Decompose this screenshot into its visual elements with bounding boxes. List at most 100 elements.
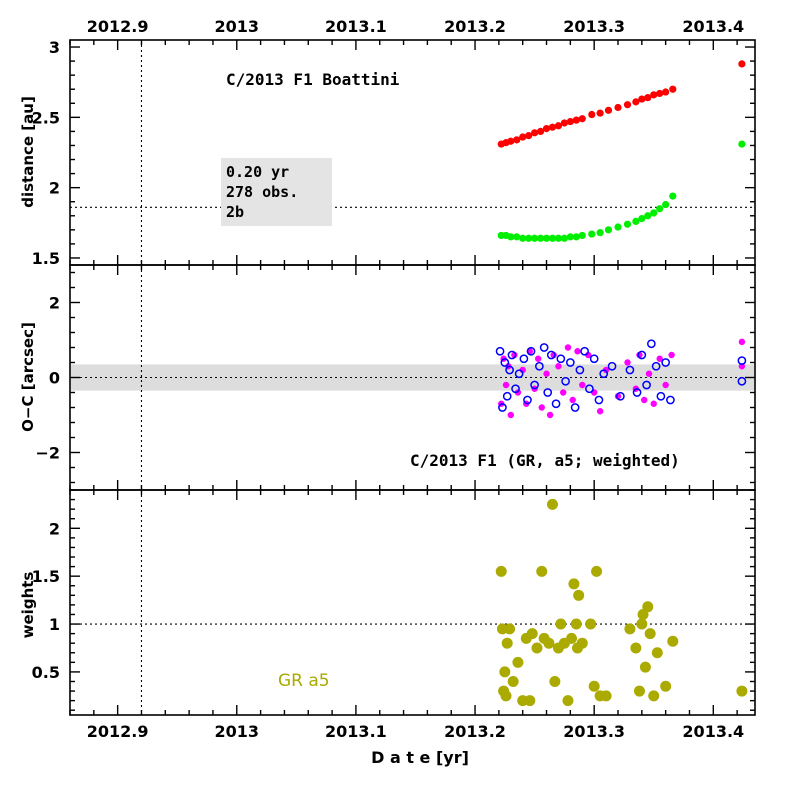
data-point	[596, 109, 604, 117]
data-point	[632, 388, 642, 397]
data-point	[633, 685, 645, 697]
tick-marks	[69, 40, 755, 715]
data-point	[661, 358, 671, 367]
data-point	[616, 391, 625, 401]
y-tick-label: 1.5	[32, 249, 60, 268]
data-point	[513, 233, 521, 241]
data-point	[656, 89, 664, 98]
data-point	[737, 376, 747, 386]
y-tick-label: 1	[49, 615, 60, 634]
data-point	[562, 695, 574, 707]
data-point	[546, 411, 554, 419]
data-point	[542, 234, 551, 242]
data-point	[579, 381, 586, 389]
x-tick-label-bottom: 2012.9	[87, 722, 149, 741]
data-point	[507, 411, 514, 419]
y-tick-label: 3	[49, 38, 60, 57]
tick-labels: 1.5 2 2.5 3 −2 0 2 0.5 1 1.5 2 2012.9 2012.9 2013 2013…	[32, 17, 745, 741]
data-point	[591, 565, 603, 577]
y-tick-label: 2	[49, 179, 60, 198]
x-tick-label-top: 2013.2	[444, 17, 506, 36]
data-point	[575, 365, 585, 375]
data-point	[519, 366, 526, 374]
data-point	[602, 366, 610, 374]
data-point	[589, 354, 599, 364]
x-axis-label: D a t e [yr]	[371, 748, 469, 767]
data-point	[512, 656, 524, 668]
data-point	[549, 675, 561, 687]
x-tick-label-top: 2013	[215, 17, 260, 36]
data-point	[644, 628, 656, 640]
data-point	[495, 346, 505, 356]
data-point	[546, 350, 556, 360]
data-point	[647, 339, 656, 349]
y-tick-label: 1.5	[32, 567, 60, 586]
data-point	[604, 106, 613, 114]
data-point	[534, 355, 542, 362]
data-point	[572, 233, 580, 241]
top-y-axis-label: distance [au]	[19, 96, 37, 208]
data-point	[505, 365, 514, 375]
data-point	[637, 350, 647, 360]
data-point	[596, 408, 604, 415]
data-point	[554, 234, 563, 242]
data-point	[599, 369, 609, 379]
bottom-panel-title: GR a5	[278, 671, 330, 691]
data-point	[514, 389, 522, 396]
data-point	[574, 348, 581, 355]
data-point	[607, 361, 617, 371]
data-point	[594, 395, 604, 405]
data-point	[566, 117, 574, 126]
data-point	[651, 647, 663, 659]
data-point	[656, 355, 663, 362]
data-point	[578, 231, 586, 240]
x-tick-label-top: 2013.1	[325, 17, 387, 36]
data-point	[561, 376, 570, 386]
data-point	[555, 363, 562, 370]
x-tick-label-top: 2013.3	[563, 17, 625, 36]
data-point	[543, 388, 553, 397]
data-point	[560, 119, 568, 127]
data-point	[736, 685, 748, 697]
data-point	[624, 623, 636, 635]
data-point	[551, 399, 561, 409]
data-point	[625, 365, 635, 375]
data-point	[660, 680, 672, 692]
data-point	[565, 358, 575, 367]
data-point	[572, 116, 580, 124]
data-point	[500, 690, 512, 702]
data-point	[737, 356, 747, 365]
data-point	[645, 370, 653, 377]
data-point	[498, 403, 507, 412]
info-box-type: 2b	[226, 203, 244, 221]
data-point	[585, 618, 597, 630]
x-tick-label-bottom: 2013.4	[682, 722, 744, 741]
data-point	[662, 200, 670, 209]
data-point	[535, 361, 544, 371]
data-point	[669, 192, 677, 200]
data-point	[668, 351, 675, 359]
data-point	[569, 396, 576, 404]
data-point	[632, 217, 640, 226]
bottom-y-axis-label: weights	[19, 572, 37, 639]
data-point	[507, 137, 515, 145]
data-point	[656, 391, 666, 401]
data-point	[564, 344, 572, 351]
data-point	[502, 391, 512, 401]
data-point	[507, 675, 519, 687]
data-point	[650, 400, 657, 407]
data-point	[555, 618, 567, 630]
data-point	[662, 381, 669, 389]
data-point	[519, 354, 529, 364]
data-point	[588, 230, 596, 238]
x-tick-label-bottom: 2013.1	[325, 722, 387, 741]
data-point	[536, 565, 548, 577]
data-point	[623, 101, 632, 109]
data-point	[588, 680, 600, 692]
data-point	[650, 209, 658, 217]
data-point	[543, 637, 555, 649]
data-point	[560, 234, 568, 242]
data-point	[530, 380, 539, 390]
data-point	[524, 695, 536, 707]
